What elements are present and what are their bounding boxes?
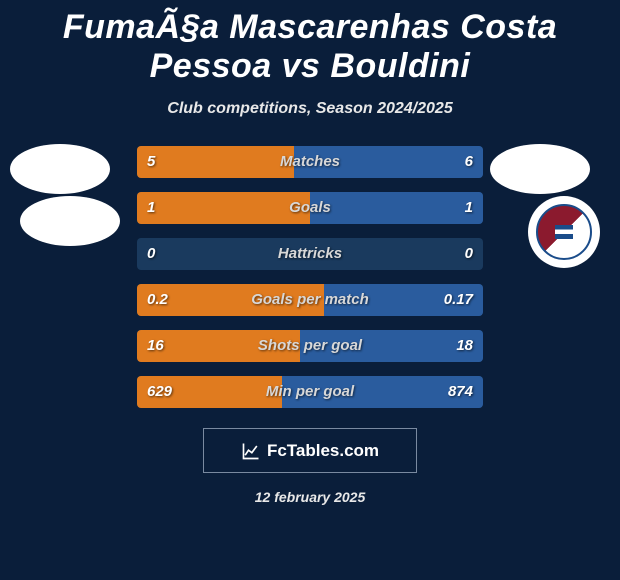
value-left: 16 <box>147 330 164 362</box>
crest-icon <box>536 204 592 260</box>
stat-row: Shots per goal16 18 <box>137 330 483 362</box>
value-right: 0.17 <box>444 284 473 316</box>
date-text: 12 february 2025 <box>0 489 620 505</box>
subtitle: Club competitions, Season 2024/2025 <box>0 100 620 118</box>
value-left: 5 <box>147 146 155 178</box>
stat-row: Goals1 1 <box>137 192 483 224</box>
brand-text: FcTables.com <box>267 441 379 461</box>
chart-icon <box>241 441 261 461</box>
flag-icon <box>555 225 573 239</box>
value-left: 0 <box>147 238 155 270</box>
value-left: 1 <box>147 192 155 224</box>
player-left-badge-2 <box>20 196 120 246</box>
stat-label: Goals <box>137 192 483 224</box>
stat-row: Matches5 6 <box>137 146 483 178</box>
stats-table: Matches5 6 Goals1 1 Hattricks0 0 Goals per mat… <box>137 146 483 408</box>
brand-box: FcTables.com <box>203 428 417 473</box>
value-right: 874 <box>448 376 473 408</box>
value-left: 0.2 <box>147 284 168 316</box>
value-right: 6 <box>465 146 473 178</box>
club-crest-right <box>528 196 600 268</box>
value-left: 629 <box>147 376 172 408</box>
stat-label: Goals per match <box>137 284 483 316</box>
stats-area: Matches5 6 Goals1 1 Hattricks0 0 Goals per mat… <box>0 146 620 408</box>
stat-label: Hattricks <box>137 238 483 270</box>
stat-label: Matches <box>137 146 483 178</box>
player-right-badge-1 <box>490 144 590 194</box>
player-left-badge-1 <box>10 144 110 194</box>
stat-label: Min per goal <box>137 376 483 408</box>
value-right: 0 <box>465 238 473 270</box>
stat-label: Shots per goal <box>137 330 483 362</box>
value-right: 18 <box>456 330 473 362</box>
stat-row: Min per goal629 874 <box>137 376 483 408</box>
page-title: FumaÃ§a Mascarenhas Costa Pessoa vs Boul… <box>0 0 620 86</box>
value-right: 1 <box>465 192 473 224</box>
stat-row: Goals per match0.2 0.17 <box>137 284 483 316</box>
stat-row: Hattricks0 0 <box>137 238 483 270</box>
